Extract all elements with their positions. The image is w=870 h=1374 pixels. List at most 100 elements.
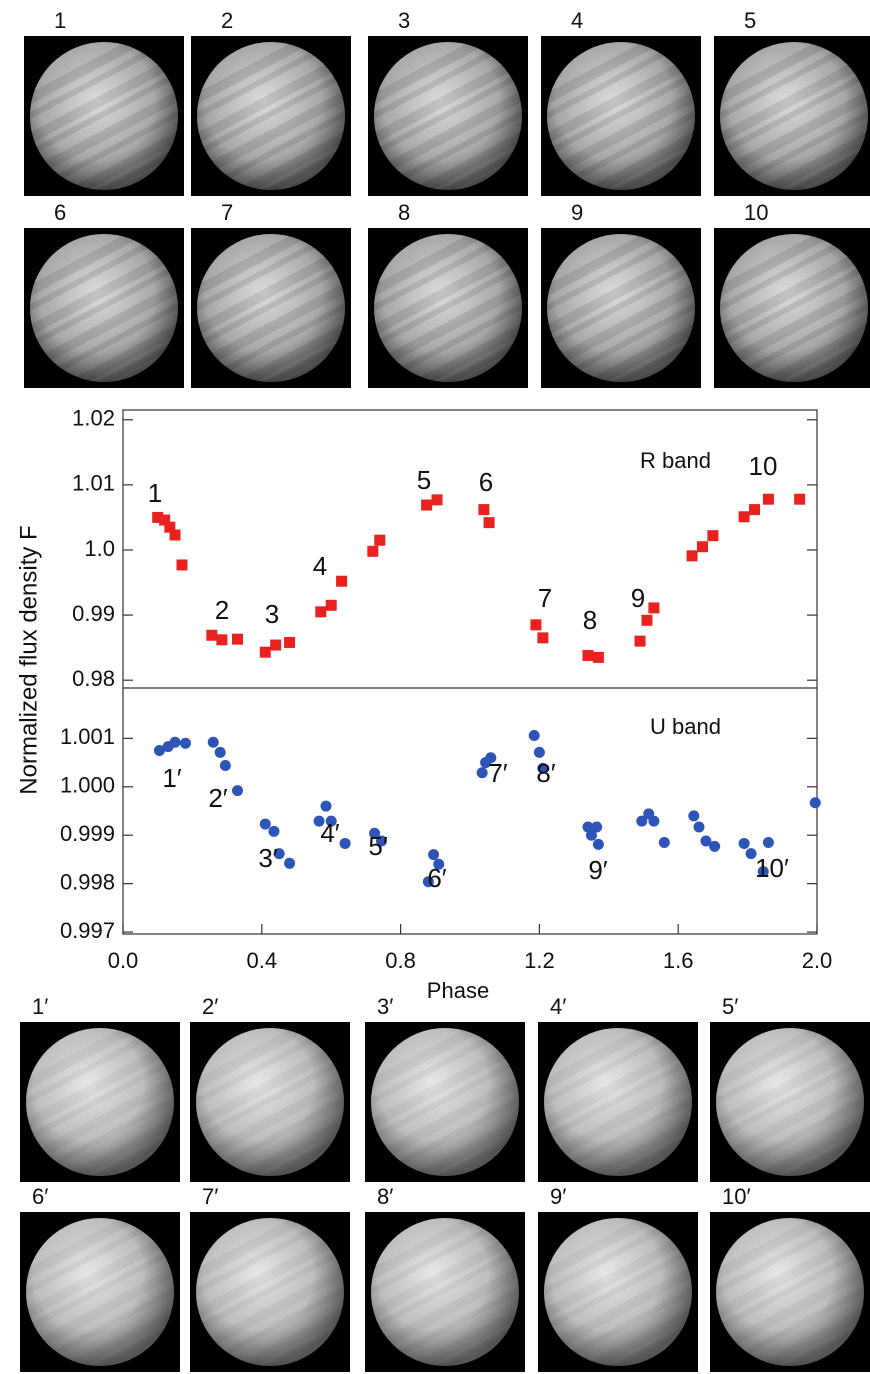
data-point [284, 857, 296, 869]
data-point [483, 517, 495, 529]
data-point [159, 514, 171, 526]
image-label: 7 [221, 200, 233, 225]
limb [547, 234, 695, 382]
data-point [528, 729, 540, 741]
data-point [367, 545, 379, 557]
data-point [693, 821, 705, 833]
image-label: 1 [54, 8, 66, 33]
point-label: 8′ [536, 758, 555, 788]
y-tick-label: 0.998 [60, 869, 115, 894]
data-point [284, 636, 296, 648]
data-point [757, 866, 769, 878]
data-point [794, 493, 806, 505]
data-point [592, 838, 604, 850]
limb [26, 1218, 174, 1366]
point-label: 2′ [208, 783, 227, 813]
limb [30, 42, 178, 190]
data-point [530, 619, 542, 631]
data-point [636, 815, 648, 827]
y-tick-label: 1.01 [72, 471, 115, 496]
data-point [179, 737, 191, 749]
image-label: 4 [571, 8, 583, 33]
point-label: 9 [631, 583, 645, 613]
data-point [485, 752, 497, 764]
x-tick-label: 0.0 [108, 948, 139, 973]
limb [371, 1218, 519, 1366]
image-label: 3′ [377, 994, 393, 1019]
data-point [707, 530, 719, 542]
data-point [648, 815, 660, 827]
data-point [169, 736, 181, 748]
data-point [428, 849, 440, 861]
image-label: 8 [398, 200, 410, 225]
point-label: 10 [749, 451, 778, 481]
point-label: 8 [583, 605, 597, 635]
data-point [686, 550, 698, 562]
data-point [422, 876, 434, 888]
limb [196, 1028, 344, 1176]
point-label: 3 [265, 599, 279, 629]
data-point [336, 575, 348, 587]
x-tick-label: 0.4 [247, 948, 278, 973]
data-point [176, 559, 188, 571]
data-point [232, 785, 244, 797]
image-label: 5′ [722, 994, 738, 1019]
image-label: 10 [744, 200, 768, 225]
limb [374, 42, 522, 190]
point-label: 7′ [488, 758, 507, 788]
data-point [273, 848, 285, 860]
data-point [762, 493, 774, 505]
data-point [696, 541, 708, 553]
image-label: 6 [54, 200, 66, 225]
limb [716, 1218, 864, 1366]
data-point [478, 504, 490, 516]
data-point [259, 646, 271, 658]
data-point [709, 840, 721, 852]
y-axis-label: Normalized flux density F [15, 525, 42, 794]
y-tick-label: 1.000 [60, 773, 115, 798]
data-point [216, 634, 228, 646]
data-point [537, 762, 549, 774]
limb [26, 1028, 174, 1176]
data-point [214, 746, 226, 758]
band-label: R band [640, 448, 711, 473]
data-point [152, 511, 164, 523]
point-label: 4 [313, 551, 327, 581]
y-tick-label: 1.02 [72, 406, 115, 431]
point-label: 6 [479, 467, 493, 497]
limb [197, 42, 345, 190]
point-label: 9′ [588, 855, 607, 885]
band-label: U band [650, 714, 721, 739]
data-point [270, 639, 282, 651]
data-point [592, 651, 604, 663]
plot-frame [122, 409, 818, 935]
image-label: 3 [398, 8, 410, 33]
image-label: 6′ [32, 1184, 48, 1209]
data-point [745, 848, 757, 860]
data-point [582, 821, 594, 833]
data-point [315, 606, 327, 618]
x-tick-label: 1.2 [524, 948, 555, 973]
data-point [313, 815, 325, 827]
data-point [376, 835, 388, 847]
x-tick-label: 1.6 [663, 948, 694, 973]
data-point [259, 818, 271, 830]
image-label: 8′ [377, 1184, 393, 1209]
point-label: 1′ [162, 763, 181, 793]
y-tick-label: 0.99 [72, 601, 115, 626]
data-point [648, 602, 660, 614]
data-point [431, 494, 443, 506]
data-point [339, 837, 351, 849]
data-point [809, 797, 821, 809]
data-point [582, 649, 594, 661]
limb [720, 234, 868, 382]
limb [30, 234, 178, 382]
data-point [421, 499, 433, 511]
image-label: 5 [744, 8, 756, 33]
y-tick-label: 0.98 [72, 666, 115, 691]
data-point [207, 736, 219, 748]
data-point [585, 829, 597, 841]
point-label: 5′ [368, 831, 387, 861]
point-label: 4′ [320, 818, 339, 848]
